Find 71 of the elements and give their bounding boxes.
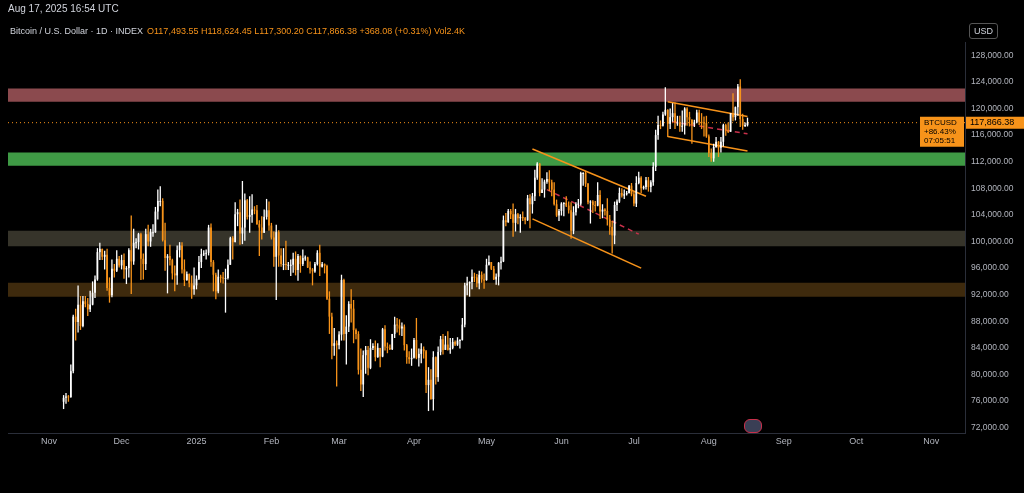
x-tick-label: Sep bbox=[775, 435, 792, 446]
x-tick-label: May bbox=[477, 435, 496, 446]
candlestick bbox=[517, 212, 519, 225]
candlestick bbox=[430, 368, 432, 401]
candlestick bbox=[703, 115, 705, 138]
candlestick bbox=[425, 349, 427, 394]
x-tick-label: Nov bbox=[923, 435, 940, 446]
x-tick-label: Feb bbox=[263, 435, 280, 446]
x-tick-label: 2025 bbox=[186, 435, 207, 446]
candlestick bbox=[645, 176, 647, 191]
candlestick bbox=[74, 308, 77, 342]
candlestick bbox=[681, 109, 684, 133]
y-tick-label: 104,000.00 bbox=[971, 209, 1014, 220]
ref-line-label: 117,866.38 bbox=[970, 117, 1015, 128]
candlestick bbox=[248, 195, 251, 234]
candlestick bbox=[442, 333, 444, 356]
y-tick-label: 72,000.00 bbox=[971, 422, 1010, 433]
candlestick bbox=[140, 232, 142, 281]
y-tick-label: 112,000.00 bbox=[971, 156, 1014, 167]
y-tick-label: 84,000.00 bbox=[971, 342, 1010, 353]
annotation: +86.43% bbox=[924, 126, 956, 136]
candlestick bbox=[727, 121, 730, 134]
y-tick-label: 124,000.00 bbox=[971, 76, 1014, 87]
x-tick-label: Dec bbox=[113, 435, 131, 446]
candlestick bbox=[548, 169, 551, 192]
x-tick-label: Mar bbox=[331, 435, 347, 446]
text: USD bbox=[969, 23, 999, 39]
candlestick bbox=[239, 198, 241, 246]
candlestick bbox=[65, 392, 67, 405]
text: Aug 17, 2025 16:54 UTC bbox=[8, 3, 119, 14]
x-tick-label: Apr bbox=[406, 435, 422, 446]
y-tick-label: 128,000.00 bbox=[971, 49, 1014, 60]
annotation: 07:05:51 bbox=[924, 135, 956, 145]
x-tick-label: Nov bbox=[41, 435, 58, 446]
chart-subtitle: O117,493.55 H118,624.45 L117,300.20 C117,866.38 +368.08 (+0.31%) Vol2.4K bbox=[147, 26, 466, 36]
y-tick-label: 80,000.00 bbox=[971, 368, 1010, 379]
candlestick bbox=[130, 214, 133, 295]
y-tick-label: 100,000.00 bbox=[971, 235, 1014, 246]
y-tick-label: 92,000.00 bbox=[971, 289, 1010, 300]
candlestick bbox=[434, 355, 437, 386]
candlestick bbox=[744, 121, 746, 128]
candlestick bbox=[231, 235, 234, 261]
candlestick bbox=[401, 321, 403, 337]
y-tick-label: 108,000.00 bbox=[971, 182, 1014, 193]
y-tick-label: 88,000.00 bbox=[971, 315, 1010, 326]
candlestick bbox=[115, 249, 118, 273]
annotation: BTCUSD bbox=[924, 117, 958, 127]
candlestick bbox=[297, 253, 299, 282]
candlestick bbox=[524, 216, 527, 225]
y-tick-label: 120,000.00 bbox=[971, 102, 1014, 113]
x-tick-label: Jun bbox=[554, 435, 569, 446]
candlestick bbox=[193, 266, 195, 296]
x-tick-label: Aug bbox=[700, 435, 717, 446]
y-tick-label: 96,000.00 bbox=[971, 262, 1010, 273]
candlestick bbox=[454, 339, 456, 347]
candlestick bbox=[417, 347, 420, 368]
candlestick bbox=[77, 284, 79, 334]
candlestick bbox=[504, 212, 507, 227]
candlestick bbox=[343, 278, 345, 342]
candlestick bbox=[123, 252, 125, 280]
candlestick bbox=[541, 177, 543, 194]
candlestick bbox=[379, 347, 382, 368]
x-tick-label: Oct bbox=[849, 435, 864, 446]
y-tick-label: 116,000.00 bbox=[971, 129, 1014, 140]
candlestick bbox=[384, 324, 386, 352]
x-tick-label: Jul bbox=[628, 435, 640, 446]
chart-title: Bitcoin / U.S. Dollar · 1D · INDEX bbox=[10, 26, 144, 36]
candlestick bbox=[519, 213, 522, 234]
candlestick bbox=[599, 189, 601, 220]
candlestick bbox=[396, 317, 398, 334]
y-tick-label: 76,000.00 bbox=[971, 395, 1010, 406]
